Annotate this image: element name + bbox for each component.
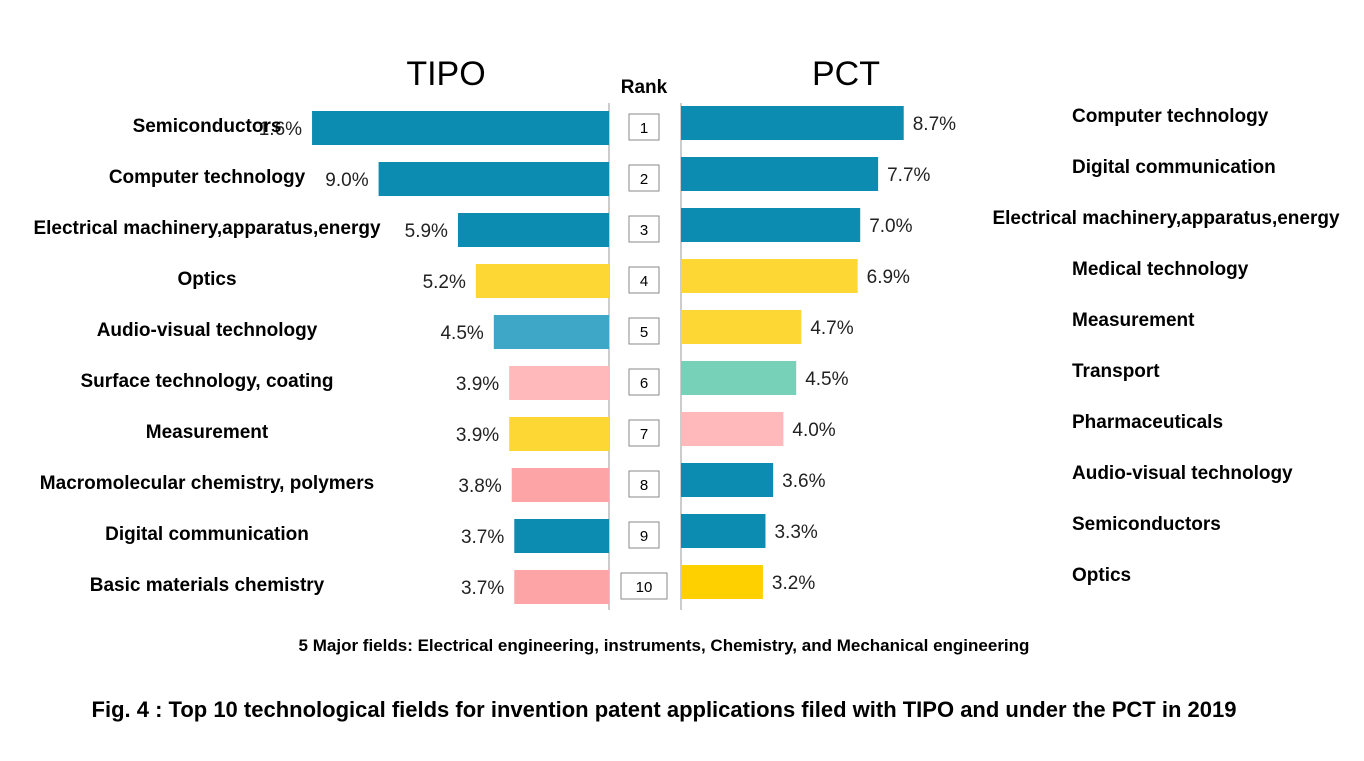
- rank-column-title: Rank: [621, 77, 668, 98]
- pct-bar: [681, 208, 860, 242]
- tipo-category-label: Computer technology: [109, 167, 306, 188]
- tipo-category-label: Measurement: [146, 422, 269, 443]
- rank-number: 5: [640, 324, 648, 341]
- tipo-bar: [514, 519, 609, 553]
- tipo-category-label: Digital communication: [105, 524, 309, 545]
- pct-category-label: Electrical machinery,apparatus,energy: [992, 208, 1340, 229]
- pct-value-label: 4.5%: [805, 369, 848, 390]
- tipo-bar: [512, 468, 609, 502]
- rank-number: 2: [640, 171, 648, 188]
- tipo-bar: [379, 162, 609, 196]
- tipo-category-label: Optics: [177, 269, 236, 290]
- pct-category-label: Optics: [1072, 565, 1131, 586]
- pct-category-label: Computer technology: [1072, 106, 1269, 127]
- tipo-category-label: Surface technology, coating: [80, 371, 333, 392]
- tipo-category-label: Semiconductors: [133, 116, 282, 137]
- pct-category-label: Pharmaceuticals: [1072, 412, 1223, 433]
- tipo-value-label: 3.7%: [461, 578, 504, 599]
- tipo-category-label: Audio-visual technology: [97, 320, 318, 341]
- tipo-value-label: 5.9%: [405, 221, 448, 242]
- pct-bar: [681, 565, 763, 599]
- pct-value-label: 3.6%: [782, 471, 825, 492]
- pct-category-label: Transport: [1072, 361, 1160, 382]
- pct-value-label: 4.0%: [792, 420, 835, 441]
- pct-bar: [681, 361, 796, 395]
- rank-number: 1: [640, 120, 648, 137]
- tipo-value-label: 3.9%: [456, 374, 499, 395]
- pct-value-label: 8.7%: [913, 114, 956, 135]
- pct-value-label: 3.3%: [774, 522, 817, 543]
- rank-number: 3: [640, 222, 648, 239]
- tipo-value-label: 3.7%: [461, 527, 504, 548]
- tipo-value-label: 4.5%: [440, 323, 483, 344]
- tipo-category-label: Macromolecular chemistry, polymers: [40, 473, 374, 494]
- pct-bar: [681, 412, 783, 446]
- tipo-value-label: 3.8%: [458, 476, 501, 497]
- tipo-bar: [509, 417, 609, 451]
- tipo-bar: [476, 264, 609, 298]
- footnote: 5 Major fields: Electrical engineering, …: [299, 636, 1030, 655]
- tipo-value-label: 5.2%: [423, 272, 466, 293]
- pct-bar: [681, 157, 878, 191]
- tipo-bar: [312, 111, 609, 145]
- pct-bar: [681, 259, 858, 293]
- pct-category-label: Audio-visual technology: [1072, 463, 1293, 484]
- pct-category-label: Measurement: [1072, 310, 1195, 331]
- tipo-bars: 1.6%Semiconductors9.0%Computer technolog…: [33, 111, 609, 604]
- tipo-value-label: 3.9%: [456, 425, 499, 446]
- figure-caption: Fig. 4 : Top 10 technological fields for…: [92, 697, 1237, 722]
- pct-category-label: Digital communication: [1072, 157, 1276, 178]
- rank-number: 9: [640, 528, 648, 545]
- tipo-bar: [514, 570, 609, 604]
- pct-bar: [681, 310, 801, 344]
- tipo-panel-title: TIPO: [406, 55, 485, 93]
- pct-value-label: 7.0%: [869, 216, 912, 237]
- tipo-category-label: Electrical machinery,apparatus,energy: [33, 218, 381, 239]
- pct-bar: [681, 463, 773, 497]
- tipo-bar: [494, 315, 609, 349]
- pct-bar: [681, 106, 904, 140]
- pct-bars: 8.7% Computer technology 7.7% Digital commu…: [681, 106, 1340, 599]
- rank-number: 10: [636, 579, 653, 596]
- pct-value-label: 6.9%: [867, 267, 910, 288]
- rank-number: 7: [640, 426, 648, 443]
- pct-category-label: Medical technology: [1072, 259, 1249, 280]
- tipo-category-label: Basic materials chemistry: [90, 575, 325, 596]
- tipo-bar: [509, 366, 609, 400]
- rank-number: 6: [640, 375, 648, 392]
- pct-value-label: 3.2%: [772, 573, 815, 594]
- pct-panel-title: PCT: [812, 55, 880, 93]
- pct-bar: [681, 514, 765, 548]
- tipo-bar: [458, 213, 609, 247]
- rank-column: 1 2 3 4 5 6 7 8 9 10: [621, 114, 667, 599]
- tipo-value-label: 9.0%: [325, 170, 368, 191]
- pct-category-label: Semiconductors: [1072, 514, 1221, 535]
- rank-number: 4: [640, 273, 648, 290]
- pct-value-label: 7.7%: [887, 165, 930, 186]
- pct-value-label: 4.7%: [810, 318, 853, 339]
- rank-number: 8: [640, 477, 648, 494]
